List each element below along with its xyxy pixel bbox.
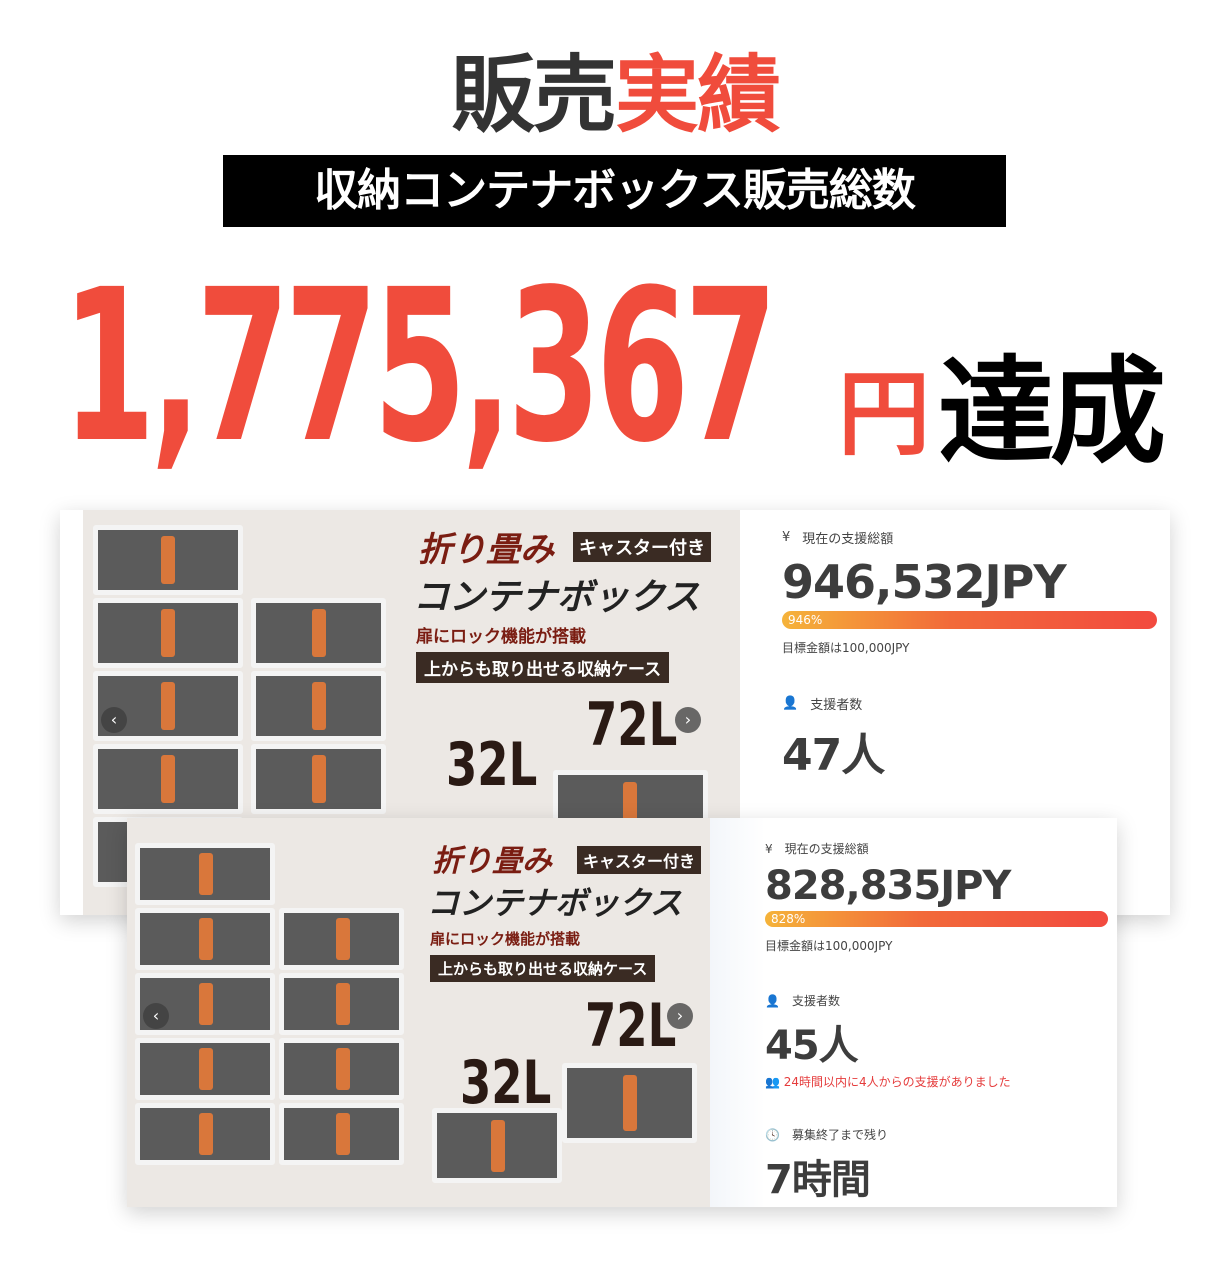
amount-label: 現在の支援総額 bbox=[784, 842, 869, 856]
user-icon: 👤 bbox=[782, 696, 799, 711]
promo-headline: 折り畳み bbox=[432, 844, 552, 879]
page-title: 販売実績 bbox=[0, 28, 1230, 149]
size-large: 72L bbox=[585, 991, 677, 1061]
product-image: 折り畳み キャスター付き コンテナボックス 扉にロック機能が搭載 上からも取り出… bbox=[83, 510, 740, 915]
promo-name: コンテナボックス bbox=[413, 577, 700, 618]
promo-tag: キャスター付き bbox=[577, 846, 702, 874]
title-black: 販売 bbox=[450, 46, 617, 144]
carousel-next-icon[interactable]: › bbox=[675, 707, 701, 733]
promo-feature-2: 上からも取り出せる収納ケース bbox=[416, 652, 670, 683]
size-small: 32L bbox=[460, 1048, 552, 1118]
size-large: 72L bbox=[586, 690, 678, 760]
promo-headline: 折り畳み bbox=[418, 530, 554, 570]
carousel-next-icon[interactable]: › bbox=[667, 1003, 693, 1029]
title-red: 実績 bbox=[615, 46, 781, 144]
backers-label: 支援者数 bbox=[791, 994, 840, 1008]
campaign-card-2: 折り畳み キャスター付き コンテナボックス 扉にロック機能が搭載 上からも取り出… bbox=[127, 818, 1117, 1207]
progress-bar: 828% bbox=[765, 911, 1108, 927]
carousel-prev-icon[interactable]: ‹ bbox=[143, 1003, 169, 1029]
remaining-value: 7時間 bbox=[765, 1157, 871, 1203]
user-icon: 👤 bbox=[765, 993, 780, 1008]
size-small: 32L bbox=[446, 730, 538, 800]
amount-value: 946,532JPY bbox=[782, 555, 1067, 609]
total-unit: 円 bbox=[838, 361, 931, 468]
achieved-label: 達成 bbox=[938, 345, 1166, 480]
backers-label: 支援者数 bbox=[810, 698, 863, 713]
promo-tag: キャスター付き bbox=[573, 532, 711, 562]
stats-panel: ¥ 現在の支援総額 828,835JPY 828% 目標金額は100,000JPY… bbox=[710, 818, 1117, 1207]
users-alert-icon: 👥 bbox=[765, 1075, 784, 1089]
product-image: 折り畳み キャスター付き コンテナボックス 扉にロック機能が搭載 上からも取り出… bbox=[127, 818, 710, 1207]
total-amount: 1,775,367 bbox=[62, 244, 778, 489]
promo-feature-2: 上からも取り出せる収納ケース bbox=[430, 955, 656, 982]
amount-label: 現在の支援総額 bbox=[802, 532, 894, 547]
yen-icon: ¥ bbox=[765, 841, 773, 856]
amount-value: 828,835JPY bbox=[765, 863, 1011, 909]
campaign-card-1: 折り畳み キャスター付き コンテナボックス 扉にロック機能が搭載 上からも取り出… bbox=[60, 510, 1170, 915]
carousel-prev-icon[interactable]: ‹ bbox=[101, 707, 127, 733]
subtitle-banner: 収納コンテナボックス販売総数 bbox=[223, 155, 1006, 227]
progress-bar: 946% bbox=[782, 611, 1157, 629]
backers-value: 47人 bbox=[782, 730, 885, 781]
yen-icon: ¥ bbox=[782, 530, 791, 545]
remaining-label: 募集終了まで残り bbox=[791, 1128, 888, 1142]
promo-feature-1: 扉にロック機能が搭載 bbox=[430, 930, 581, 948]
backers-value: 45人 bbox=[765, 1023, 859, 1069]
recent-backers-text: 24時間以内に4人からの支援がありました bbox=[783, 1075, 1011, 1089]
goal-text: 目標金額は100,000JPY bbox=[782, 641, 910, 655]
goal-text: 目標金額は100,000JPY bbox=[765, 939, 893, 953]
clock-icon: 🕓 bbox=[765, 1127, 780, 1142]
promo-feature-1: 扉にロック機能が搭載 bbox=[416, 627, 586, 647]
promo-name: コンテナボックス bbox=[427, 884, 683, 922]
